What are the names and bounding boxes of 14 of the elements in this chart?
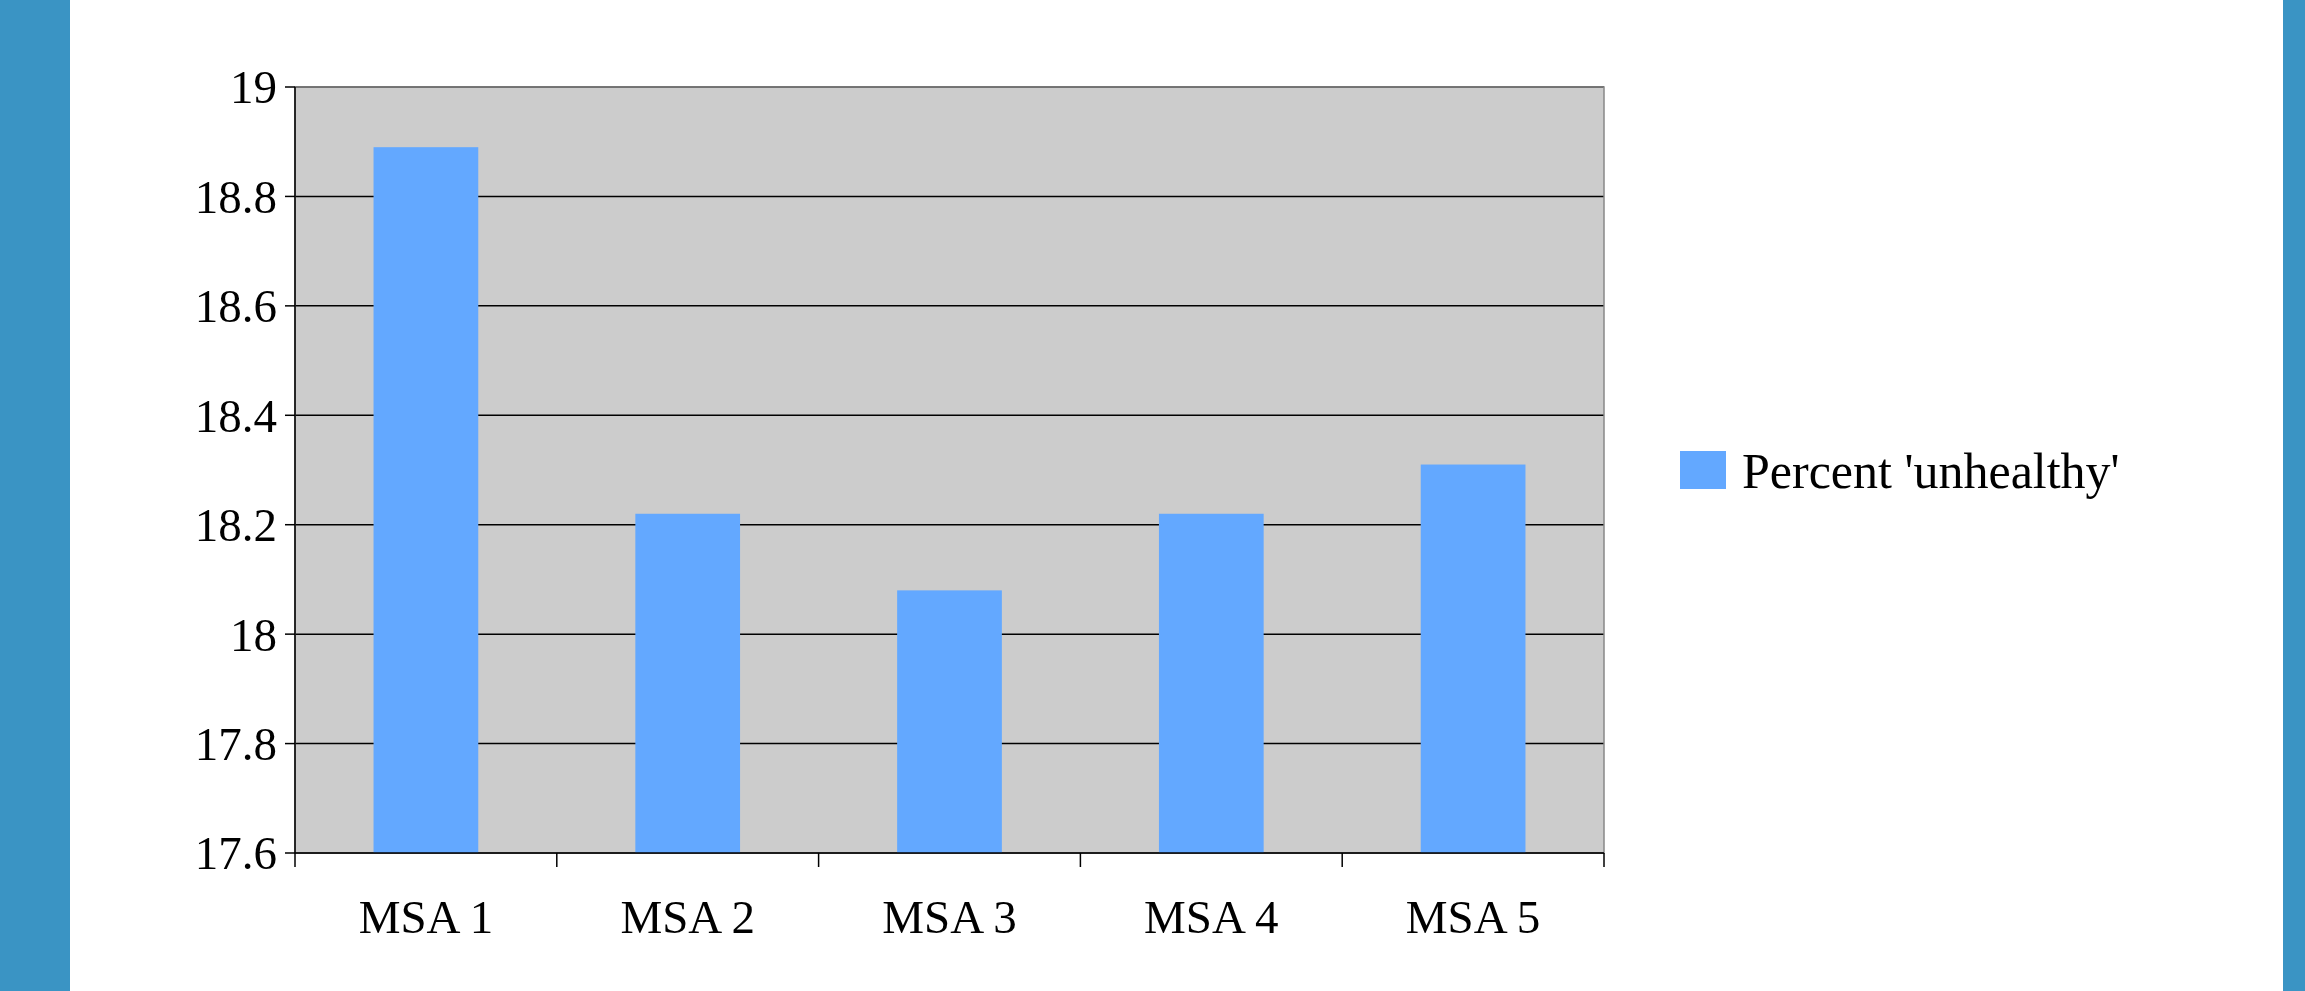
y-tick-label: 19 [230,61,277,114]
y-tick-label: 18.6 [194,280,277,333]
y-tick-label: 18.2 [194,499,277,552]
x-tick-label: MSA 4 [1144,891,1279,943]
x-tick-label: MSA 1 [358,891,494,943]
x-tick-label: MSA 5 [1405,891,1541,943]
y-tick-label: 18 [230,608,277,661]
y-tick-label: 18.4 [194,389,277,442]
y-tick-label: 17.6 [194,827,277,880]
x-tick-label: MSA 2 [620,891,755,943]
y-tick-label: 18.8 [194,170,277,223]
y-tick-label: 17.8 [194,718,277,771]
legend-label: Percent 'unhealthy' [1742,442,2120,499]
x-tick-label: MSA 3 [882,891,1017,943]
